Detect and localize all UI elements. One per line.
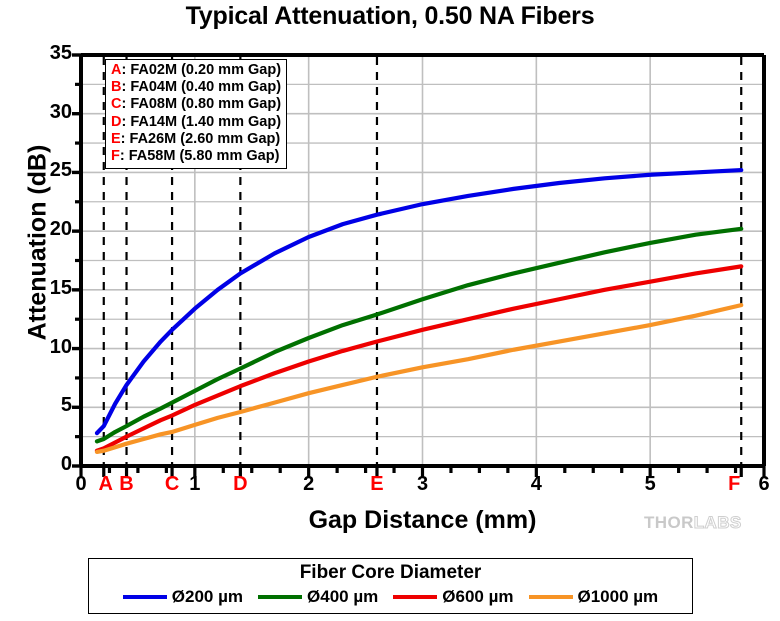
- series-legend: Fiber Core Diameter Ø200 µm Ø400 µm Ø600 µ…: [88, 558, 693, 614]
- marker-key-row: F: FA58M (5.80 mm Gap): [111, 148, 281, 165]
- x-marker-label-f: F: [728, 473, 741, 495]
- x-axis-label: Gap Distance (mm): [308, 506, 537, 534]
- thorlabs-watermark: THORLABS: [644, 513, 742, 532]
- x-tick-label: 3: [416, 473, 429, 495]
- x-tick-label: 0: [75, 473, 87, 495]
- series-legend-item: Ø400 µm: [258, 587, 378, 607]
- y-tick-label: 10: [49, 335, 72, 358]
- marker-key-row: D: FA14M (1.40 mm Gap): [111, 114, 281, 131]
- x-marker-label-e: E: [370, 473, 384, 495]
- marker-key-letter: F: [111, 148, 120, 165]
- series-legend-items: Ø200 µm Ø400 µm Ø600 µm Ø1000 µm: [89, 587, 692, 607]
- marker-key-row: C: FA08M (0.80 mm Gap): [111, 96, 281, 113]
- x-tick-label: 1: [189, 473, 201, 495]
- x-marker-label-b: B: [119, 473, 134, 495]
- marker-key-text: : FA14M (1.40 mm Gap): [121, 113, 282, 130]
- x-marker-label-a: A: [98, 473, 113, 495]
- x-tick-label: 4: [530, 473, 542, 495]
- y-tick-label: 15: [49, 276, 72, 299]
- marker-key-letter: C: [111, 96, 122, 113]
- watermark-solid: THOR: [644, 513, 694, 532]
- marker-key-text: : FA26M (2.60 mm Gap): [120, 130, 281, 147]
- marker-key-letter: B: [111, 79, 122, 96]
- marker-key-letter: E: [111, 130, 121, 147]
- marker-key-letter: D: [111, 113, 122, 130]
- series-color-swatch: [393, 595, 438, 599]
- data-series-lines: [94, 167, 744, 455]
- series-legend-label: Ø400 µm: [307, 587, 379, 606]
- marker-key-text: : FA08M (0.80 mm Gap): [121, 96, 282, 113]
- series-legend-item: Ø1000 µm: [528, 587, 659, 607]
- y-tick-label: 25: [49, 159, 72, 182]
- series-legend-label: Ø600 µm: [442, 587, 514, 606]
- y-tick-label: 5: [60, 394, 72, 417]
- y-tick-label: 35: [49, 42, 72, 64]
- marker-key-text: : FA04M (0.40 mm Gap): [121, 79, 282, 96]
- axis-ticks: [72, 53, 766, 477]
- series-legend-title: Fiber Core Diameter: [299, 562, 482, 583]
- series-legend-label: Ø200 µm: [171, 587, 244, 606]
- x-marker-label-c: C: [164, 473, 180, 495]
- y-tick-label: 0: [60, 453, 72, 475]
- marker-key-legend: A: FA02M (0.20 mm Gap) B: FA04M (0.40 mm …: [105, 59, 288, 170]
- series-color-swatch: [258, 595, 303, 599]
- y-tick-label: 20: [49, 218, 72, 241]
- x-tick-label: 2: [303, 473, 315, 495]
- marker-key-row: A: FA02M (0.20 mm Gap): [111, 62, 281, 79]
- x-tick-label: 6: [758, 473, 770, 495]
- series-legend-item: Ø600 µm: [393, 587, 514, 607]
- marker-key-row: B: FA04M (0.40 mm Gap): [111, 79, 281, 96]
- marker-key-row: E: FA26M (2.60 mm Gap): [111, 131, 281, 148]
- series-legend-label: Ø1000 µm: [577, 587, 659, 606]
- marker-key-text: : FA58M (5.80 mm Gap): [119, 148, 280, 165]
- chart-title: Typical Attenuation, 0.50 NA Fibers: [185, 2, 595, 30]
- series-color-swatch: [122, 595, 167, 599]
- x-marker-label-d: D: [233, 473, 248, 495]
- x-tick-label: 5: [644, 473, 656, 495]
- marker-key-letter: A: [111, 62, 122, 78]
- marker-key-text: : FA02M (0.20 mm Gap): [121, 62, 282, 78]
- y-tick-label: 30: [49, 100, 72, 123]
- series-color-swatch: [528, 595, 573, 599]
- watermark-outline: LABS: [693, 513, 742, 532]
- x-gridlines: [194, 55, 651, 466]
- series-legend-item: Ø200 µm: [122, 587, 244, 607]
